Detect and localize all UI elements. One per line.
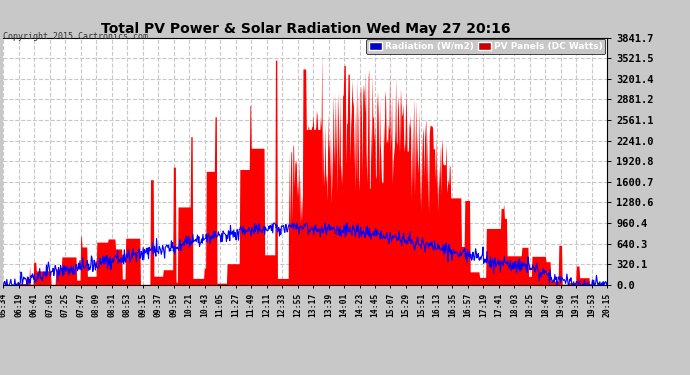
Text: Copyright 2015 Cartronics.com: Copyright 2015 Cartronics.com (3, 32, 148, 41)
Title: Total PV Power & Solar Radiation Wed May 27 20:16: Total PV Power & Solar Radiation Wed May… (101, 22, 510, 36)
Legend: Radiation (W/m2), PV Panels (DC Watts): Radiation (W/m2), PV Panels (DC Watts) (366, 39, 605, 54)
